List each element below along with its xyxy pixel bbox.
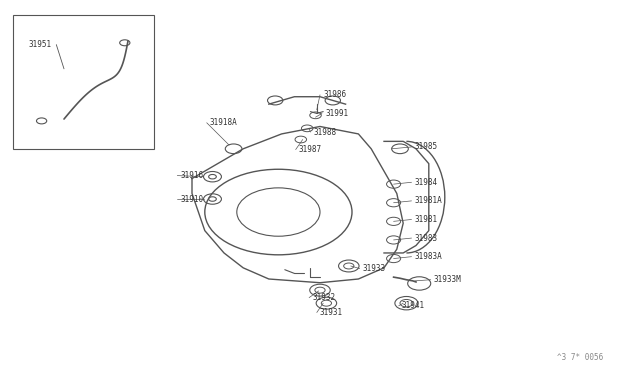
Text: ^3 7* 0056: ^3 7* 0056 [557,353,603,362]
Bar [13,15,154,149]
Text: 31985: 31985 [415,142,438,151]
Text: 31983A: 31983A [415,252,442,261]
Text: 31931: 31931 [320,308,343,317]
Text: 31987: 31987 [299,145,322,154]
Text: 31933M: 31933M [434,275,461,284]
Text: 31988: 31988 [314,128,337,137]
Text: 31991: 31991 [325,109,348,118]
Text: 31918A: 31918A [210,118,237,127]
Text: 31981: 31981 [415,215,438,224]
Text: 31916: 31916 [180,171,204,180]
Text: 31984: 31984 [415,178,438,187]
Text: 31951: 31951 [29,40,52,49]
Text: 31910: 31910 [180,195,204,203]
Text: 31983: 31983 [415,234,438,243]
Text: 31981A: 31981A [415,196,442,205]
Text: 31986: 31986 [323,90,346,99]
Text: 31932: 31932 [312,293,335,302]
Text: 31941: 31941 [402,301,425,310]
Text: 31933: 31933 [363,264,386,273]
